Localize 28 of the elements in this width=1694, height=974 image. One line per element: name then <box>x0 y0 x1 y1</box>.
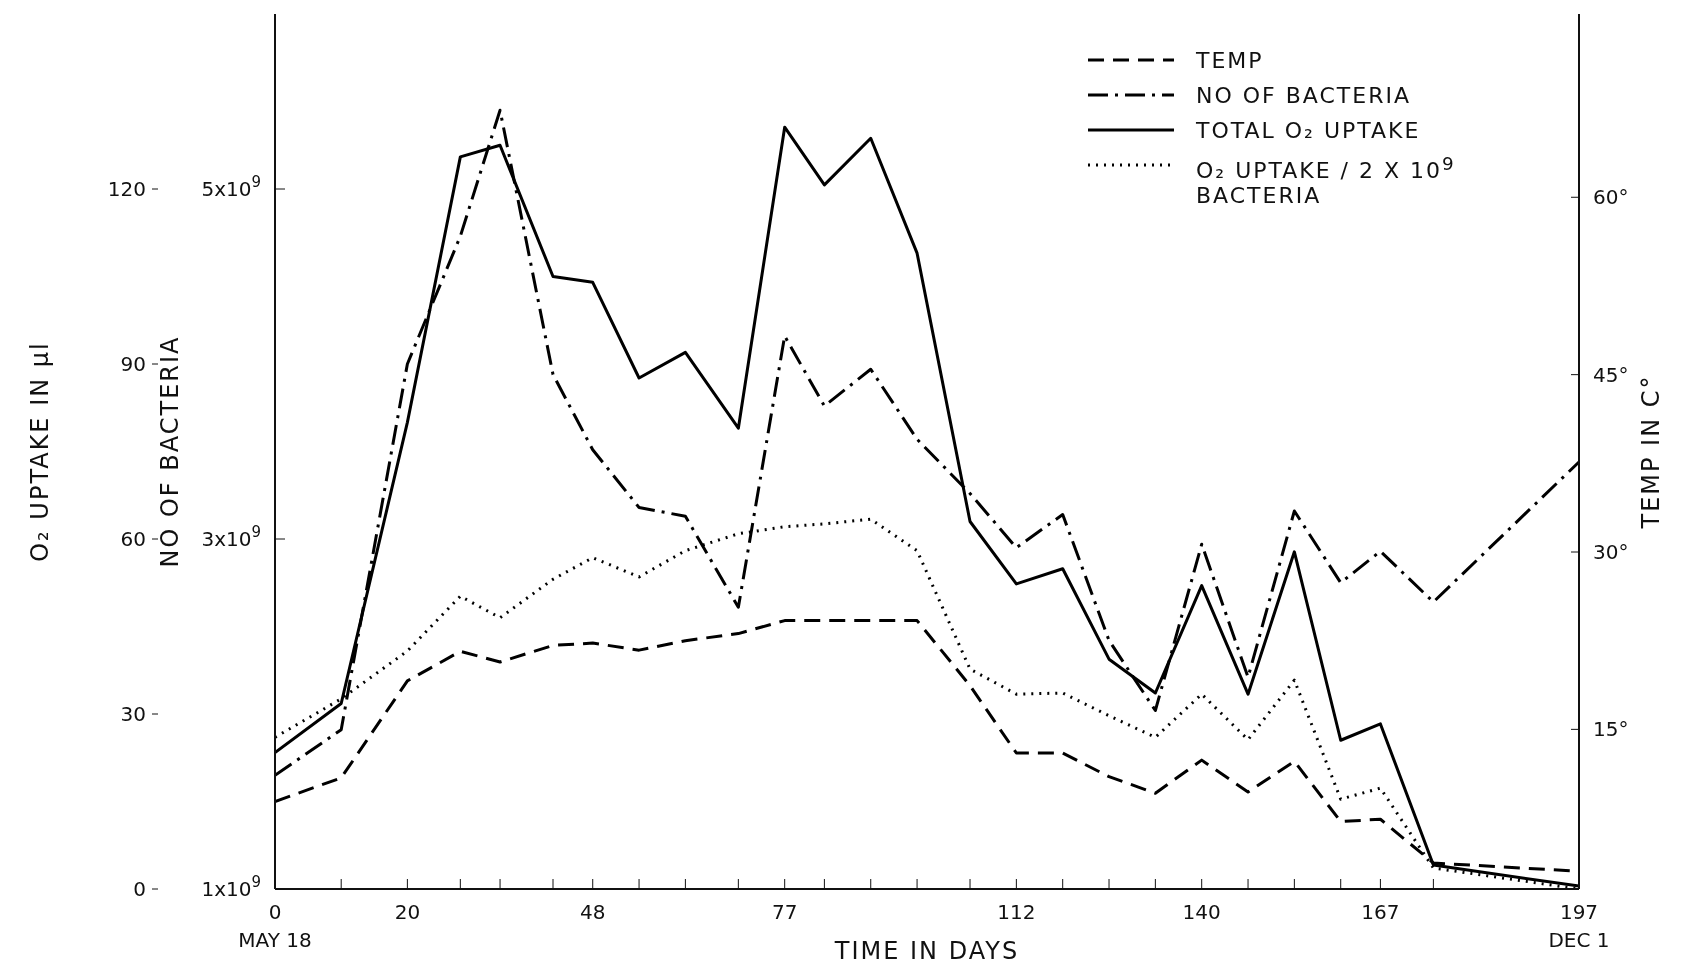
x-tick-label: 140 <box>1182 900 1221 924</box>
y3-tick-label: 5x10$^{9}$ <box>201 173 261 201</box>
y2-tick-label: 60° <box>1593 185 1629 210</box>
text: O₂ UPTAKE / 2 X 10$^{9}$ BACTERIA <box>1196 153 1456 209</box>
y-tick-label: 120 <box>107 177 146 201</box>
x-axis-title: TIME IN DAYS <box>833 937 1020 965</box>
y2-tick-label: 15° <box>1593 717 1629 742</box>
y3-tick-label: 1x10$^{9}$ <box>201 873 261 901</box>
y-tick-label: 30 <box>120 702 146 726</box>
x-tick-label: 20 <box>394 900 421 924</box>
x-tick-label: 0 MAY 18 <box>238 900 312 952</box>
legend-label: TEMP <box>1196 48 1264 73</box>
x-tick-label: 167 <box>1361 900 1400 924</box>
y2-tick-label: 30° <box>1593 540 1629 565</box>
y-axis-title: O₂ UPTAKE IN μl <box>26 341 54 562</box>
y-tick-label: 0 <box>133 877 146 901</box>
y-tick-label: 90 <box>120 352 146 376</box>
y3-tick-label: 3x10$^{9}$ <box>201 523 261 551</box>
y2-tick-label: 45° <box>1593 362 1629 387</box>
x-tick-label: 48 <box>580 900 606 924</box>
y3-axis-title: NO OF BACTERIA <box>156 335 184 568</box>
x-tick-label: 197 DEC 1 <box>1548 900 1610 952</box>
y-tick-label: 60 <box>120 527 146 551</box>
x-tick-label: 77 <box>771 900 798 924</box>
y2-axis-title: TEMP IN C° <box>1637 374 1665 530</box>
legend-label: NO OF BACTERIA <box>1196 83 1412 108</box>
legend-label: TOTAL O₂ UPTAKE <box>1196 118 1421 143</box>
x-tick-label: 112 <box>997 900 1036 924</box>
